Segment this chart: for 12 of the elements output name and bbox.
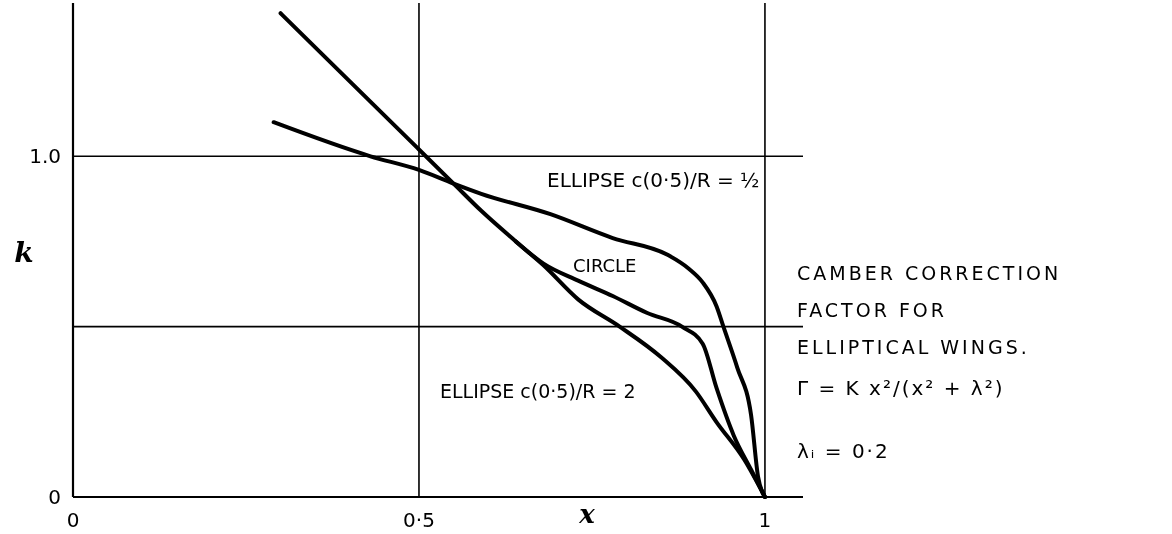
x-tick-label: 0 bbox=[66, 508, 80, 532]
x-tick-label: 0·5 bbox=[403, 508, 435, 532]
annotation: λᵢ = 0·2 bbox=[797, 439, 890, 463]
series-label: CIRCLE bbox=[573, 255, 637, 276]
text: CAMBER CORRECTION FACTOR FOR ELLIPTICAL WINGS. bbox=[797, 262, 1062, 358]
y-axis-title: k bbox=[14, 236, 34, 269]
x-tick-label: 1 bbox=[758, 508, 772, 532]
series-label: ELLIPSE c(0·5)/R = 2 bbox=[440, 380, 636, 402]
x-axis-title: x bbox=[578, 499, 596, 529]
annotation: Γ = K x²/(x² + λ²) bbox=[797, 376, 1005, 400]
series-label: ELLIPSE c(0·5)/R = ½ bbox=[547, 168, 760, 192]
y-tick-label: 1.0 bbox=[29, 144, 61, 169]
